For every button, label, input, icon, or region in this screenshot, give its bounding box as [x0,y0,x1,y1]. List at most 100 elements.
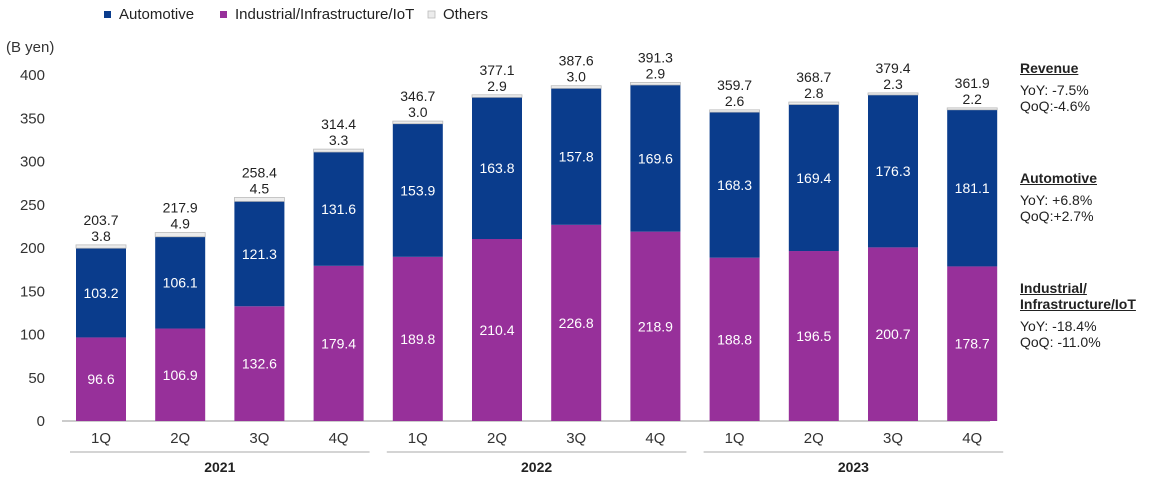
legend-swatch [427,10,436,19]
x-tick-label: 2Q [170,430,190,447]
industrial-segment [392,256,443,421]
side-note-industrial: Industrial/ Infrastructure/IoT YoY: -18.… [1020,280,1136,350]
segment-value-label: 188.8 [717,331,752,347]
automotive-segment [947,109,998,267]
x-tick-label: 4Q [329,430,349,447]
y-axis-ticks: 0 50 100 150 200 250 300 350 400 [20,67,45,430]
others-value-label: 3.0 [566,69,586,85]
segment-value-label: 106.1 [163,275,198,291]
others-segment [867,92,919,96]
industrial-segment [788,251,839,421]
segment-value-label: 178.7 [955,336,990,352]
total-value-label: 203.7 [83,212,118,228]
segment-value-label: 176.3 [875,163,910,179]
segment-value-label: 210.4 [479,322,514,338]
segment-value-label: 168.3 [717,177,752,193]
side-note-automotive: Automotive YoY: +6.8% QoQ:+2.7% [1020,170,1097,224]
total-value-label: 217.9 [163,200,198,216]
others-segment [788,101,840,105]
automotive-segment [709,112,760,258]
total-value-label: 368.7 [796,69,831,85]
segment-value-label: 96.6 [87,371,114,387]
others-value-label: 2.6 [725,93,745,109]
others-segment [392,120,444,125]
automotive-segment [234,201,285,307]
y-tick-label: 100 [20,327,45,344]
segment-value-label: 200.7 [875,326,910,342]
automotive-segment [392,123,443,257]
industrial-segment [551,224,602,421]
others-segment [233,197,285,202]
side-note-qoq: QoQ:-4.6% [1020,98,1091,114]
industrial-segment [313,265,364,421]
industrial-segment [76,337,126,421]
side-note-qoq: QoQ: -11.0% [1020,334,1101,350]
others-segment [154,232,206,238]
segment-value-label: 153.9 [400,182,435,198]
others-segment [630,82,681,86]
y-tick-label: 0 [37,413,45,430]
x-tick-label: 3Q [883,430,903,447]
x-tick-label: 2Q [487,430,507,447]
x-tick-label: 1Q [725,430,745,447]
y-tick-label: 150 [20,283,45,300]
segment-value-label: 157.8 [559,149,594,165]
automotive-segment [788,104,839,252]
x-tick-label: 4Q [962,430,982,447]
automotive-segment [868,94,918,248]
industrial-segment [868,247,918,421]
y-tick-label: 400 [20,67,45,84]
automotive-segment [472,97,522,240]
x-tick-label: 2Q [804,430,824,447]
automotive-segment [630,84,681,232]
total-value-label: 379.4 [875,60,910,76]
segment-value-label: 131.6 [321,201,356,217]
side-note-title-line-1: Industrial/ [1020,280,1087,296]
segment-value-label: 106.9 [163,367,198,383]
total-value-label: 391.3 [638,49,673,65]
others-segment [471,94,523,98]
others-segment [709,109,760,113]
others-segment [946,107,998,111]
industrial-segment [234,306,285,421]
total-value-label: 377.1 [479,62,514,78]
side-note-yoy: YoY: +6.8% [1020,192,1093,208]
year-label: 2021 [204,459,235,475]
others-value-label: 2.2 [962,91,982,107]
side-note-title: Automotive [1020,170,1097,186]
automotive-segment [155,236,206,329]
others-value-label: 4.9 [170,216,190,232]
side-note-title: Revenue [1020,60,1079,76]
y-axis-label: (B yen) [6,39,54,56]
x-tick-label: 1Q [91,430,111,447]
segment-value-label: 169.4 [796,170,831,186]
side-note-title-line-2: Infrastructure/IoT [1020,296,1136,312]
others-value-label: 2.9 [487,78,507,94]
total-value-label: 387.6 [559,53,594,69]
segment-value-label: 196.5 [796,328,831,344]
x-tick-label: 3Q [566,430,586,447]
others-value-label: 4.5 [250,180,270,196]
side-note-yoy: YoY: -7.5% [1020,82,1089,98]
segment-value-label: 169.6 [638,150,673,166]
segment-value-label: 179.4 [321,335,356,351]
industrial-segment [155,328,206,421]
industrial-segment [630,231,681,421]
side-note-revenue: Revenue YoY: -7.5% QoQ:-4.6% [1020,60,1090,114]
legend-label: Automotive [119,6,194,23]
y-tick-label: 200 [20,240,45,257]
others-value-label: 3.3 [329,132,349,148]
segment-value-label: 121.3 [242,246,277,262]
total-value-label: 258.4 [242,164,277,180]
others-value-label: 2.8 [804,85,824,101]
